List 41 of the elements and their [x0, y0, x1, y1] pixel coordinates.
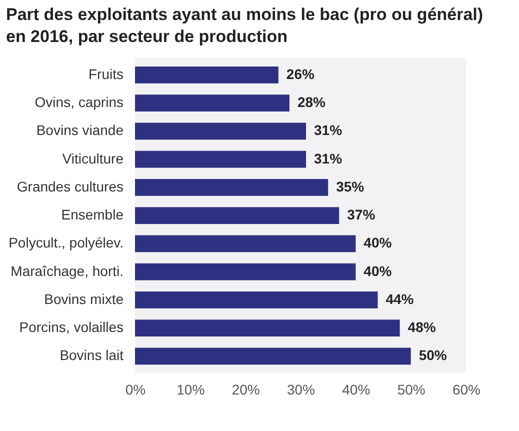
y-tick-label: Viticulture — [62, 150, 124, 166]
bar — [135, 348, 411, 365]
data-label: 50% — [418, 347, 448, 364]
y-tick-label: Bovins lait — [60, 347, 124, 364]
data-label: 31% — [314, 150, 343, 166]
x-tick-label: 60% — [452, 382, 481, 398]
bar — [135, 207, 340, 224]
data-label: 28% — [297, 94, 326, 110]
bar — [135, 263, 356, 280]
bar — [135, 66, 278, 84]
x-tick-label: 20% — [232, 382, 260, 398]
bar — [135, 291, 378, 308]
bar — [135, 122, 306, 140]
data-label: 40% — [364, 234, 392, 251]
y-tick-label: Ensemble — [61, 206, 124, 222]
x-tick-label: 0% — [125, 382, 146, 398]
y-tick-label: Maraîchage, horti. — [10, 262, 124, 279]
bar — [135, 178, 328, 196]
y-tick-label: Bovins viande — [36, 122, 124, 138]
y-tick-label: Fruits — [88, 66, 124, 82]
bar — [135, 150, 306, 168]
x-tick-label: 50% — [397, 382, 426, 398]
bar — [135, 235, 356, 252]
data-label: 37% — [347, 206, 376, 222]
data-label: 48% — [408, 319, 436, 335]
x-tick-label: 30% — [286, 382, 316, 398]
y-tick-label: Porcins, volailles — [19, 319, 124, 335]
data-label: 35% — [336, 178, 365, 194]
chart-title: Part des exploitants ayant au moins le bac (pro ou général) en 2016, par secteur de production — [5, 4, 484, 48]
data-label: 40% — [364, 262, 392, 279]
y-tick-label: Ovins, caprins — [34, 94, 124, 110]
x-tick-label: 10% — [176, 382, 205, 398]
y-tick-label: Bovins mixte — [44, 290, 124, 307]
y-tick-label: Polycult., polyélev. — [8, 234, 124, 251]
x-tick-label: 40% — [342, 382, 370, 398]
y-tick-label: Grandes cultures — [16, 178, 124, 194]
data-label: 26% — [286, 66, 316, 82]
data-label: 31% — [314, 122, 343, 138]
bar — [135, 320, 400, 336]
bar — [135, 94, 290, 112]
data-label: 44% — [386, 290, 414, 307]
